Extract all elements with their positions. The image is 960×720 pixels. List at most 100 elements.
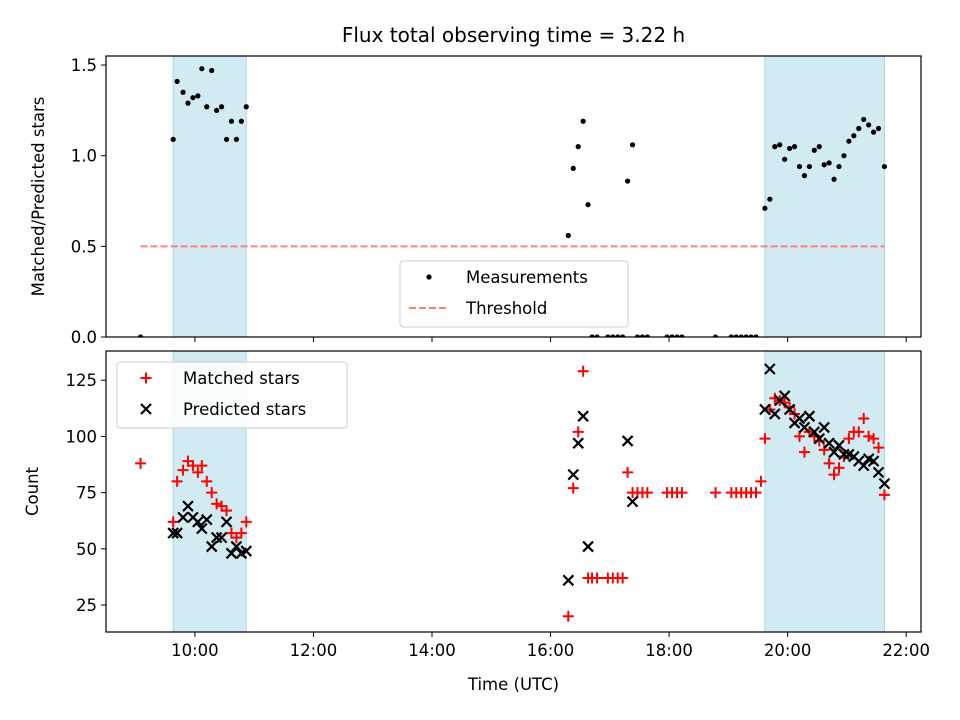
data-point bbox=[196, 460, 208, 472]
data-point bbox=[881, 163, 888, 170]
data-point bbox=[798, 421, 811, 434]
data-point bbox=[228, 118, 235, 124]
plot-area bbox=[137, 56, 888, 337]
y-tick-label: 100 bbox=[66, 427, 98, 446]
data-point bbox=[878, 477, 891, 490]
data-point bbox=[174, 78, 180, 84]
data-point bbox=[838, 448, 850, 461]
data-point bbox=[238, 118, 244, 124]
data-point bbox=[135, 457, 147, 469]
data-point bbox=[617, 572, 629, 584]
legend-label: Threshold bbox=[465, 299, 547, 318]
data-point bbox=[204, 104, 210, 110]
data-point bbox=[676, 487, 688, 499]
x-axis-label: Time (UTC) bbox=[467, 675, 559, 694]
data-point bbox=[712, 334, 719, 337]
data-point bbox=[240, 545, 253, 557]
data-point bbox=[851, 133, 857, 139]
data-point bbox=[821, 162, 827, 168]
highlight-span bbox=[172, 56, 247, 337]
data-point bbox=[200, 513, 213, 526]
data-point bbox=[610, 334, 616, 337]
data-point bbox=[866, 122, 872, 128]
legend-label: Measurements bbox=[466, 268, 588, 287]
data-point bbox=[185, 100, 191, 106]
legend: Measurements Threshold bbox=[399, 260, 629, 328]
data-point bbox=[856, 125, 862, 132]
data-point bbox=[767, 196, 773, 202]
data-point bbox=[201, 475, 213, 487]
data-point bbox=[748, 334, 754, 337]
data-point bbox=[831, 176, 837, 182]
data-point bbox=[192, 466, 204, 478]
data-point bbox=[813, 432, 826, 445]
chart-title: Flux total observing time = 3.22 h bbox=[342, 23, 685, 47]
data-point bbox=[857, 459, 870, 472]
data-point bbox=[798, 446, 810, 458]
data-point bbox=[575, 144, 581, 150]
data-point bbox=[738, 334, 744, 337]
data-point bbox=[764, 363, 776, 375]
data-point bbox=[582, 540, 594, 553]
x-tick-label: 10:00 bbox=[171, 641, 219, 660]
data-point bbox=[591, 572, 603, 584]
data-point bbox=[180, 89, 186, 95]
x-tick-label: 14:00 bbox=[408, 641, 456, 660]
data-point bbox=[629, 142, 636, 148]
data-point bbox=[211, 498, 223, 510]
data-point bbox=[615, 334, 621, 337]
series-measurements bbox=[137, 66, 888, 337]
series-predicted-stars bbox=[167, 363, 891, 587]
data-point bbox=[622, 466, 634, 478]
data-point bbox=[710, 487, 722, 499]
y-tick-label: 0.5 bbox=[71, 237, 97, 256]
data-point bbox=[828, 469, 840, 481]
data-point bbox=[793, 430, 805, 442]
series-matched-stars bbox=[135, 365, 890, 622]
data-point bbox=[759, 433, 771, 445]
data-point bbox=[846, 138, 852, 144]
data-point bbox=[753, 334, 759, 337]
data-point bbox=[644, 334, 650, 337]
data-point bbox=[218, 104, 225, 110]
data-point bbox=[223, 136, 230, 142]
data-point bbox=[823, 437, 835, 449]
data-point bbox=[867, 455, 880, 467]
data-point bbox=[626, 495, 639, 508]
legend-marker-dot bbox=[426, 274, 432, 280]
data-point bbox=[826, 160, 832, 166]
y-tick-label: 1.5 bbox=[71, 56, 97, 75]
data-point bbox=[833, 439, 845, 452]
data-point bbox=[875, 125, 882, 132]
data-point bbox=[836, 163, 842, 170]
x-tick-label: 18:00 bbox=[645, 641, 693, 660]
data-point bbox=[562, 574, 575, 587]
data-point bbox=[572, 437, 584, 449]
data-point bbox=[209, 67, 215, 74]
legend-box bbox=[116, 361, 348, 429]
data-point bbox=[589, 334, 595, 337]
data-point bbox=[808, 426, 821, 438]
count-panel: 10:00 12:00 14:00 16:00 18:00 20:00 22:00 25 50 7… bbox=[23, 350, 930, 694]
data-point bbox=[235, 527, 247, 539]
data-point bbox=[177, 464, 189, 476]
data-point bbox=[759, 403, 771, 416]
x-tick-label: 20:00 bbox=[764, 641, 812, 660]
y-tick-label: 75 bbox=[76, 484, 97, 503]
data-point bbox=[182, 500, 194, 512]
data-point bbox=[674, 334, 680, 337]
data-point bbox=[818, 421, 830, 434]
legend-marker-x bbox=[140, 403, 152, 415]
y-tick-label: 25 bbox=[76, 596, 97, 615]
x-tick-label: 12:00 bbox=[290, 641, 338, 660]
data-point bbox=[577, 365, 589, 377]
data-point bbox=[572, 426, 584, 438]
data-point bbox=[215, 531, 228, 544]
data-point bbox=[625, 178, 631, 184]
y-tick-label: 0.0 bbox=[71, 328, 97, 347]
data-point bbox=[171, 527, 183, 539]
data-point bbox=[868, 433, 880, 445]
data-point bbox=[195, 93, 201, 99]
axes-frame bbox=[105, 55, 922, 338]
axes-frame bbox=[105, 350, 922, 633]
